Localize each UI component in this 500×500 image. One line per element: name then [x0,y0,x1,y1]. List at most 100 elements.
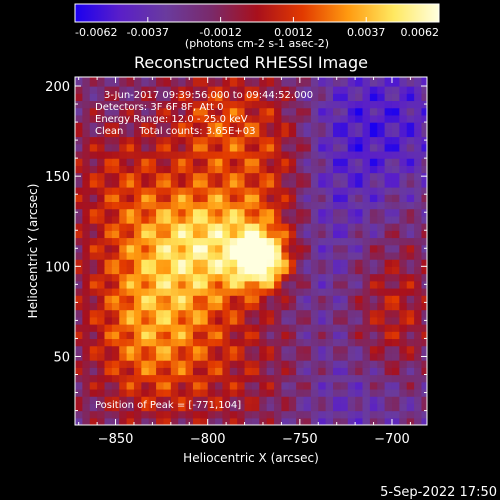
heatmap-cell [215,309,224,318]
heatmap-cell [421,223,427,231]
heatmap-cell [369,352,378,361]
heatmap-cell [82,230,91,239]
heatmap-cell [200,114,209,123]
heatmap-cell [104,172,113,181]
heatmap-cell [310,150,319,159]
heatmap-cell [414,280,423,289]
heatmap-cell [237,316,246,325]
heatmap-cell [355,237,364,246]
heatmap-cell [318,114,327,123]
heatmap-cell [104,165,113,174]
heatmap-cell [369,143,378,152]
heatmap-cell [156,179,165,188]
heatmap-cell [170,78,179,87]
heatmap-cell [288,186,297,195]
heatmap-cell [126,345,135,354]
heatmap-cell [421,179,427,188]
heatmap-cell [325,194,334,203]
heatmap-cell [215,360,224,368]
heatmap-cell [296,179,305,188]
heatmap-cell [333,186,341,195]
heatmap-cell [185,172,194,181]
heatmap-cell [421,367,427,376]
heatmap-cell [399,107,408,116]
heatmap-cell [421,287,427,296]
heatmap-cell [384,410,393,419]
heatmap-cell [185,129,194,138]
heatmap-cell [355,280,364,289]
heatmap-cell [399,280,408,289]
heatmap-cell [362,129,371,138]
heatmap-cell [281,201,290,210]
heatmap-cell [222,345,231,354]
heatmap-cell [237,86,246,94]
heatmap-cell [318,280,327,289]
heatmap-cell [119,417,128,425]
heatmap-cell [156,107,165,116]
heatmap-cell [141,201,150,210]
heatmap-cell [369,280,378,289]
heatmap-cell [310,316,319,325]
heatmap-cell [303,194,312,203]
heatmap-cell [148,201,157,210]
heatmap-cell [303,295,312,303]
heatmap-cell [97,381,106,390]
heatmap-cell [148,273,157,282]
heatmap-cell [303,244,312,253]
heatmap-cell [303,158,312,166]
heatmap-cell [133,78,142,87]
heatmap-cell [97,172,106,181]
heatmap-cell [244,331,253,340]
heatmap-cell [82,114,91,123]
heatmap-cell [333,114,341,123]
heatmap-cell [237,287,246,296]
heatmap-cell [192,143,201,152]
heatmap-cell [288,345,297,354]
heatmap-cell [274,244,283,253]
heatmap-cell [303,352,312,361]
heatmap-cell [222,259,231,267]
heatmap-cell [266,403,275,412]
heatmap-cell [340,266,349,275]
heatmap-cell [141,309,150,318]
heatmap-cell [274,273,283,282]
heatmap-cell [310,86,319,94]
heatmap-cell [82,186,91,195]
heatmap-cell [215,86,224,94]
colorbar-tick-label: -0.0062 [75,26,117,39]
heatmap-cell [111,93,120,102]
heatmap-cell [141,172,150,181]
heatmap-cell [200,273,209,282]
heatmap-cell [259,100,268,109]
heatmap-cell [310,208,319,217]
heatmap-cell [97,396,106,404]
annotation-energy: Energy Range: 12.0 - 25.0 keV [95,114,248,125]
heatmap-cell [133,114,142,123]
heatmap-cell [163,251,172,260]
heatmap-cell [318,122,327,130]
heatmap-cell [266,388,275,397]
heatmap-cell [384,215,393,224]
heatmap-cell [281,122,290,130]
heatmap-cell [259,107,268,116]
heatmap-cell [215,280,224,289]
heatmap-cell [97,417,106,425]
heatmap-cell [185,316,194,325]
heatmap-cell [207,259,216,267]
heatmap-cell [340,244,349,253]
heatmap-cell [185,360,194,368]
heatmap-cell [266,381,275,390]
heatmap-cell [347,86,356,94]
heatmap-cell [377,93,386,102]
heatmap-cell [148,251,157,260]
heatmap-cell [89,410,98,419]
heatmap-cell [303,324,312,332]
heatmap-cell [281,93,290,102]
heatmap-cell [325,136,334,145]
heatmap-cell [126,158,135,166]
heatmap-cell [192,309,201,318]
heatmap-cell [310,179,319,188]
heatmap-cell [192,150,201,159]
heatmap-cell [281,374,290,383]
heatmap-cell [274,179,283,188]
